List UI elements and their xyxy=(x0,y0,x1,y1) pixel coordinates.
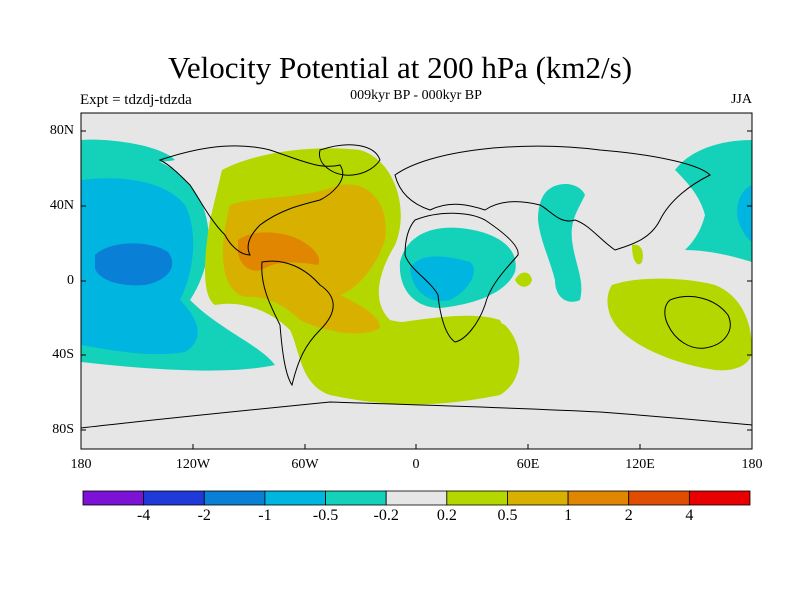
y-label-80s: 80S xyxy=(52,422,74,437)
colorbar-swatch xyxy=(203,490,266,506)
x-label-120e: 120E xyxy=(625,457,655,472)
coast-eurasia xyxy=(394,145,711,251)
contour-neg-pacific-east-outer xyxy=(675,140,752,262)
experiment-label: Expt = tdzdj-tdzda xyxy=(80,92,192,108)
colorbar-label: -0.2 xyxy=(373,507,399,524)
y-label-0: 0 xyxy=(67,273,74,288)
y-label-40s: 40S xyxy=(52,347,74,362)
colorbar-swatch xyxy=(385,490,448,506)
x-label-60w: 60W xyxy=(291,457,319,472)
x-label-0: 0 xyxy=(412,457,420,472)
colorbar-swatch xyxy=(507,490,569,506)
colorbar-swatch xyxy=(264,490,326,506)
colorbar-label: 1 xyxy=(564,507,573,524)
colorbar xyxy=(82,490,751,506)
coast-north-america xyxy=(158,145,343,256)
coast-greenland xyxy=(319,144,381,176)
y-label-40n: 40N xyxy=(49,198,74,213)
coast-south-america xyxy=(261,260,334,387)
period-label: 009kyr BP - 000kyr BP xyxy=(350,88,482,103)
map-title: Velocity Potential at 200 hPa (km2/s) xyxy=(167,50,633,85)
contour-fields xyxy=(81,139,752,405)
coastlines xyxy=(81,144,752,429)
contour-pos-arabia xyxy=(515,272,532,287)
contour-pos-americas-inner xyxy=(238,232,320,271)
colorbar-swatch xyxy=(688,490,751,506)
colorbar-label: 2 xyxy=(624,507,633,524)
colorbar-swatch xyxy=(325,490,387,506)
colorbar-label: -4 xyxy=(136,507,151,524)
contour-pos-southern xyxy=(380,315,505,340)
season-label: JJA xyxy=(730,92,752,107)
colorbar-label: -2 xyxy=(197,507,211,524)
colorbar-swatch xyxy=(567,490,630,506)
x-label-180w: 180 xyxy=(70,457,92,472)
colorbar-label: 4 xyxy=(685,507,694,524)
contour-neg-africa-inner xyxy=(410,256,474,302)
colorbar-swatch xyxy=(143,490,205,506)
colorbar-label: -1 xyxy=(258,507,272,524)
contour-neg-pacific-east-inner xyxy=(737,185,752,242)
contour-neg-indian xyxy=(538,183,585,302)
colorbar-label: 0.5 xyxy=(497,507,518,524)
y-ticks xyxy=(81,130,752,431)
x-label-180e: 180 xyxy=(741,457,763,472)
coast-africa xyxy=(404,212,519,343)
colorbar-swatch xyxy=(82,490,145,506)
contour-neg-pacific-west-inner xyxy=(95,243,173,286)
contour-neg-pacific-upper xyxy=(81,139,175,163)
contour-pos-philippines xyxy=(632,244,643,265)
colorbar-swatch xyxy=(446,490,508,506)
contour-pos-australia xyxy=(607,278,752,371)
y-label-80n: 80N xyxy=(49,123,74,138)
x-label-60e: 60E xyxy=(516,457,540,472)
coast-antarctica xyxy=(81,401,752,429)
x-ticks xyxy=(80,444,753,449)
coast-australia xyxy=(664,296,731,349)
x-label-120w: 120W xyxy=(175,457,211,472)
colorbar-label: 0.2 xyxy=(436,507,457,524)
colorbar-label: -0.5 xyxy=(312,507,339,524)
colorbar-swatch xyxy=(628,490,690,506)
